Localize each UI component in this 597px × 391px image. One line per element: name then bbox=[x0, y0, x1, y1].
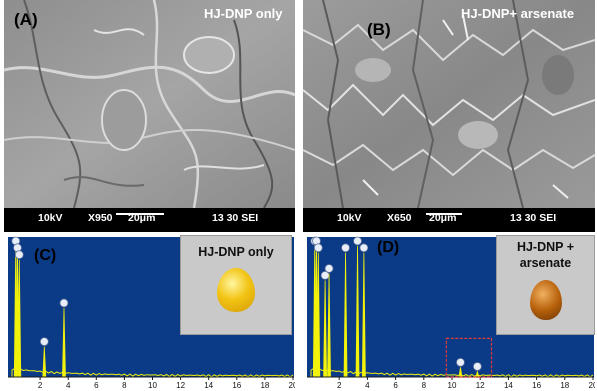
x-tick-label-c-3: 8 bbox=[122, 381, 127, 390]
inset-photo-d: HJ-DNP + arsenate bbox=[496, 235, 595, 335]
peak-marker-d-5 bbox=[341, 243, 350, 253]
sem-info-a: 13 30 SEI bbox=[212, 212, 259, 224]
x-tick-label-c-9: 20 bbox=[289, 381, 295, 390]
sem-magnification-a: X950 bbox=[88, 212, 113, 224]
x-tick-label-c-5: 12 bbox=[176, 381, 185, 390]
panel-label-b: (B) bbox=[367, 20, 391, 39]
arsenic-highlight-box-d bbox=[445, 337, 493, 378]
x-tick-label-c-8: 18 bbox=[260, 381, 269, 390]
bead-drop-d bbox=[530, 280, 562, 320]
peak-marker-d-4 bbox=[324, 264, 334, 273]
x-tick-label-d-0: 2 bbox=[337, 381, 342, 390]
inset-label-d-line2: arsenate bbox=[519, 256, 572, 270]
sem-micrograph-b bbox=[303, 0, 595, 208]
spectrum-baseline-d bbox=[310, 367, 594, 378]
x-tick-label-c-2: 6 bbox=[94, 381, 99, 390]
spectrum-baseline-c bbox=[11, 367, 294, 378]
sem-info-bar-b: 10kV X650 20μm 13 30 SEI bbox=[303, 208, 595, 232]
x-tick-label-d-7: 16 bbox=[532, 381, 541, 390]
x-tick-label-d-8: 18 bbox=[560, 381, 569, 390]
sem-panel-b: (B) HJ-DNP+ arsenate 10kV X650 20μm 13 3… bbox=[303, 0, 595, 232]
eds-panel-c: 2 4 6 8 10 12 14 16 18 20 (C) HJ-DNP only bbox=[4, 235, 295, 391]
inset-label-d-line1: HJ-DNP + bbox=[516, 240, 575, 254]
peak-marker-d-7 bbox=[359, 243, 369, 253]
x-tick-label-d-1: 4 bbox=[365, 381, 370, 390]
sem-micrograph-a bbox=[4, 0, 295, 208]
peak-marker-c-2 bbox=[14, 250, 24, 260]
peak-marker-c-4 bbox=[59, 298, 69, 308]
eds-panel-d: 2 4 6 8 10 12 14 16 18 20 (D) HJ-DNP + arsenate bbox=[303, 235, 595, 391]
x-tick-label-c-6: 14 bbox=[204, 381, 213, 390]
peak-marker-d-8 bbox=[456, 357, 465, 367]
sem-scale-label-a: 20μm bbox=[128, 212, 156, 224]
x-tick-label-d-9: 20 bbox=[589, 381, 595, 390]
x-tick-label-d-4: 10 bbox=[448, 381, 457, 390]
sample-label-a: HJ-DNP only bbox=[204, 6, 283, 21]
x-tick-label-d-2: 6 bbox=[393, 381, 398, 390]
sem-info-b: 13 30 SEI bbox=[510, 212, 557, 224]
inset-photo-c: HJ-DNP only bbox=[180, 235, 292, 335]
x-tick-label-c-1: 4 bbox=[66, 381, 71, 390]
x-tick-label-c-7: 16 bbox=[232, 381, 241, 390]
x-tick-label-c-4: 10 bbox=[148, 381, 157, 390]
sem-magnification-b: X650 bbox=[387, 212, 412, 224]
panel-label-a: (A) bbox=[14, 10, 38, 29]
panel-label-d: (D) bbox=[377, 239, 400, 256]
scale-bar-b bbox=[426, 213, 462, 215]
sem-info-bar-a: 10kV X950 20μm 13 30 SEI bbox=[4, 208, 295, 232]
sem-voltage-b: 10kV bbox=[337, 212, 362, 224]
scale-bar-a bbox=[116, 213, 164, 215]
inset-label-c: HJ-DNP only bbox=[198, 245, 274, 259]
sem-scale-label-b: 20μm bbox=[429, 212, 457, 224]
sem-panel-a: (A) HJ-DNP only 10kV X950 20μm 13 30 SEI bbox=[4, 0, 295, 232]
x-tick-label-d-3: 8 bbox=[422, 381, 427, 390]
bead-drop-c bbox=[217, 268, 255, 312]
peak-marker-d-2 bbox=[313, 243, 323, 253]
sem-voltage-a: 10kV bbox=[38, 212, 63, 224]
peak-marker-d-9 bbox=[472, 362, 482, 371]
x-tick-label-d-5: 12 bbox=[476, 381, 485, 390]
x-tick-label-c-0: 2 bbox=[38, 381, 43, 390]
peak-marker-c-3 bbox=[39, 337, 49, 347]
x-tick-label-d-6: 14 bbox=[504, 381, 513, 390]
peak-marker-d-6 bbox=[353, 236, 362, 246]
panel-label-c: (C) bbox=[34, 247, 57, 264]
sample-label-b: HJ-DNP+ arsenate bbox=[461, 6, 575, 21]
